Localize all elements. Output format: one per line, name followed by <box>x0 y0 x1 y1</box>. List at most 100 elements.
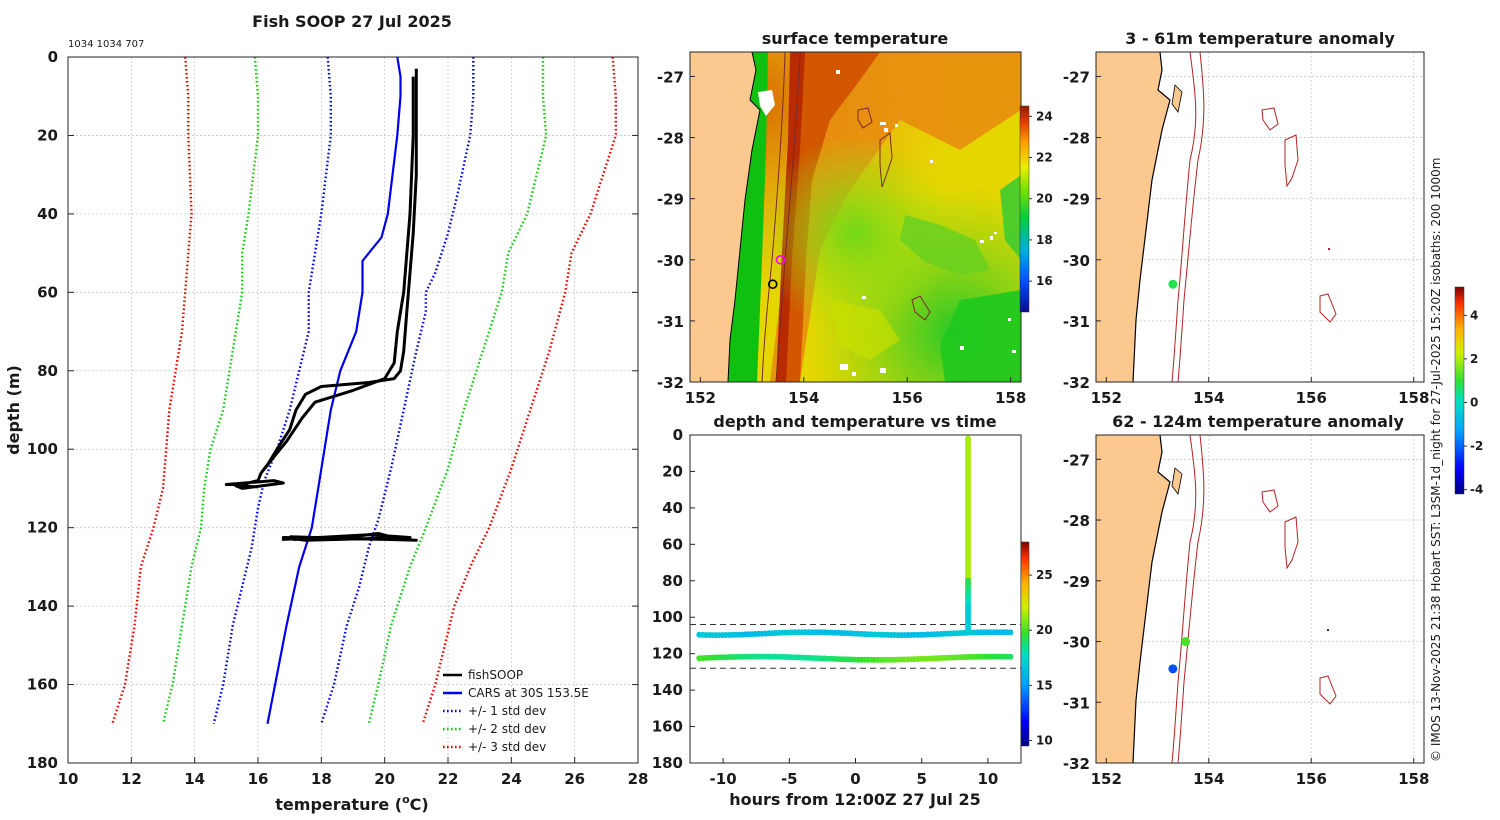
profile-ytick-label: 20 <box>37 126 58 144</box>
profile-ylabel: depth (m) <box>4 365 23 455</box>
anomaly-cb-label: -4 <box>1470 483 1483 497</box>
an2-frame <box>1095 434 1425 764</box>
map-ytick-label: -30 <box>1063 252 1090 270</box>
sst-cb-label: 20 <box>1036 192 1053 206</box>
legend-label: +/- 3 std dev <box>468 740 546 754</box>
dt-xtick-label: 5 <box>916 770 926 788</box>
profile-xtick-label: 16 <box>248 770 269 788</box>
dt-title: depth and temperature vs time <box>713 412 996 431</box>
profile-series-line <box>111 56 193 725</box>
dt-point <box>1007 629 1014 636</box>
map-xtick-label: 152 <box>1091 770 1122 788</box>
profile-series-line <box>281 532 418 542</box>
dt-cb-label: 20 <box>1036 623 1053 637</box>
legend-label: fishSOOP <box>468 668 523 682</box>
map-xtick-label: 152 <box>1091 389 1122 407</box>
profile-ytick-label: 160 <box>27 676 58 694</box>
an1-points <box>1168 279 1178 289</box>
map-ytick-label: -27 <box>1063 451 1090 469</box>
map-ytick-label: -28 <box>657 130 684 148</box>
profile-xtick-label: 14 <box>184 770 205 788</box>
dt-cb-label: 10 <box>1036 733 1053 747</box>
sst-map: surface temperature <box>657 29 1053 407</box>
map-xtick-label: 156 <box>1296 770 1327 788</box>
profile-ids: 1034 1034 707 <box>68 39 144 50</box>
map-ytick-label: -32 <box>657 374 684 392</box>
anomaly-cb-label: 2 <box>1470 352 1478 366</box>
dt-series <box>696 435 1014 663</box>
profile-series-line <box>161 56 260 725</box>
map-ytick-label: -30 <box>657 252 684 270</box>
sst-markers <box>767 254 786 290</box>
dt-xtick-label: 10 <box>977 770 998 788</box>
profile-ytick-label: 60 <box>37 283 58 301</box>
dt-cb-label: 15 <box>1036 678 1053 692</box>
dt-xtick-label: -5 <box>781 770 798 788</box>
map-xtick-label: 154 <box>788 389 819 407</box>
sst-cb-label: 18 <box>1036 233 1053 247</box>
dt-frame <box>689 434 1022 764</box>
figure-title: Fish SOOP 27 Jul 2025 <box>252 12 452 31</box>
an1-ticks: 152 154 156 158 -27 -28 -29 -30 -31 -32 <box>1063 68 1430 407</box>
sst-marker <box>775 254 786 265</box>
anomaly-cb-label: -2 <box>1470 439 1483 453</box>
sst-ticks: 152 154 156 158 -27 -28 -29 -30 -31 -32 <box>657 68 1026 407</box>
profile-xtick-label: 22 <box>438 770 459 788</box>
anomaly-map-shallow: 3 - 61m temperature anomaly 152 154 156 158… <box>1063 29 1430 407</box>
dt-ytick-label: 120 <box>652 645 683 663</box>
profile-series-line <box>224 68 418 490</box>
sst-title: surface temperature <box>762 29 949 48</box>
dt-point <box>1007 653 1014 660</box>
map-ytick-label: -27 <box>657 68 684 86</box>
map-xtick-label: 156 <box>892 389 923 407</box>
anomaly-map-deep: 62 - 124m temperature anomaly 152 154 156 1… <box>1063 286 1483 788</box>
profile-series-line <box>266 56 402 725</box>
credit-text: © IMOS 13-Nov-2025 21:38 Hobart SST: L3S… <box>1429 158 1443 762</box>
sst-field <box>690 52 1021 382</box>
map-ytick-label: -28 <box>1063 130 1090 148</box>
an1-title: 3 - 61m temperature anomaly <box>1125 29 1395 48</box>
dt-ytick-label: 0 <box>673 426 683 444</box>
dt-colorbar-ticks: 10 15 20 25 <box>1029 568 1053 747</box>
legend-label: +/- 2 std dev <box>468 722 546 736</box>
map-xtick-label: 154 <box>1193 389 1224 407</box>
map-ytick-label: -27 <box>1063 68 1090 86</box>
map-ytick-label: -31 <box>657 313 684 331</box>
profile-legend: fishSOOP CARS at 30S 153.5E +/- 1 std dev +… <box>443 668 589 754</box>
dt-ytick-label: 160 <box>652 718 683 736</box>
profile-xtick-label: 26 <box>564 770 585 788</box>
an2-point <box>1181 637 1191 647</box>
sst-colorbar-ticks: 16 18 20 22 24 <box>1029 109 1053 288</box>
anomaly-colorbar-ticks: -4 -2 0 2 4 <box>1464 308 1483 497</box>
profile-series <box>111 56 617 725</box>
sst-cb-label: 24 <box>1036 109 1053 123</box>
profile-ytick-label: 120 <box>27 519 58 537</box>
profile-series-line <box>212 56 332 725</box>
an1-point <box>1168 279 1178 289</box>
profile-ytick-label: 0 <box>48 48 58 66</box>
an2-point <box>1168 664 1178 674</box>
anomaly-cb-label: 0 <box>1470 395 1478 409</box>
anomaly-colorbar <box>1454 286 1465 495</box>
dt-colorbar <box>1020 541 1030 747</box>
map-ytick-label: -29 <box>1063 573 1090 591</box>
map-xtick-label: 152 <box>685 389 716 407</box>
map-ytick-label: -32 <box>1063 755 1090 773</box>
an2-coast <box>1096 435 1337 763</box>
profile-ytick-label: 100 <box>27 440 58 458</box>
map-xtick-label: 158 <box>995 389 1026 407</box>
sst-cb-label: 22 <box>1036 151 1053 165</box>
sst-cb-label: 16 <box>1036 274 1053 288</box>
map-ytick-label: -31 <box>1063 313 1090 331</box>
sst-marker <box>767 279 778 290</box>
an1-coast <box>1096 52 1337 382</box>
map-ytick-label: -32 <box>1063 374 1090 392</box>
profile-ytick-label: 180 <box>27 754 58 772</box>
legend-label: +/- 1 std dev <box>468 704 546 718</box>
map-xtick-label: 158 <box>1398 770 1429 788</box>
dt-ytick-label: 20 <box>662 462 683 480</box>
profile-xlabel: temperature (oC) <box>275 793 428 814</box>
sst-colorbar <box>1019 105 1030 313</box>
profile-grid <box>68 57 638 763</box>
